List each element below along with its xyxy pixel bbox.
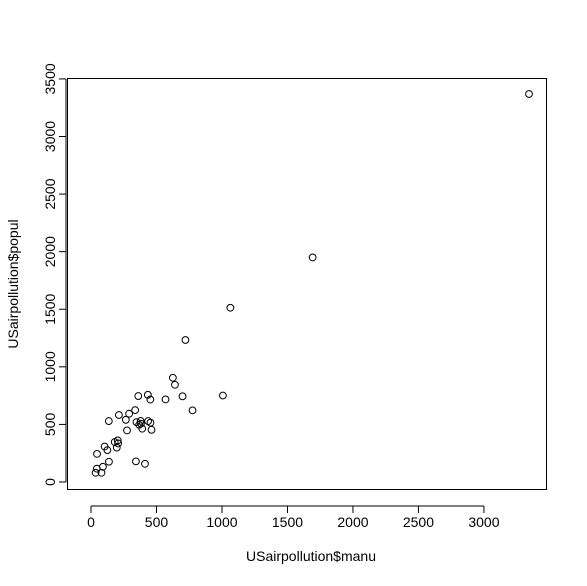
data-point	[141, 459, 149, 468]
data-point	[113, 436, 122, 445]
y-tick-label: 2500	[42, 178, 58, 209]
data-point	[114, 411, 123, 419]
x-tick-label: 2000	[337, 514, 368, 530]
data-point	[147, 425, 156, 434]
x-tick-label: 1500	[272, 514, 303, 530]
y-tick-label: 1500	[42, 293, 58, 324]
y-axis-label: USairpollution$popul	[5, 219, 21, 348]
data-point	[121, 415, 130, 424]
data-point	[136, 416, 145, 425]
data-point	[138, 424, 147, 433]
x-tick-label: 3000	[468, 514, 499, 530]
data-point	[171, 380, 179, 389]
data-point	[134, 392, 143, 400]
data-point	[132, 457, 140, 466]
data-point	[123, 426, 131, 435]
x-tick-label: 0	[87, 514, 95, 530]
data-point	[146, 395, 155, 404]
data-point	[91, 468, 100, 477]
data-point	[143, 390, 152, 399]
y-tick-label: 3500	[42, 63, 58, 94]
data-point	[131, 406, 140, 415]
y-tick-label: 500	[42, 413, 58, 437]
y-axis: 0 500 1000 1500 2000 2500 3000 3500	[42, 63, 67, 486]
data-point	[137, 419, 145, 428]
data-point	[105, 457, 113, 466]
data-point	[308, 253, 317, 262]
data-point	[181, 336, 190, 344]
x-axis-label: USairpollution$manu	[246, 548, 376, 564]
y-tick-label: 2000	[42, 236, 58, 267]
data-point	[188, 406, 197, 415]
data-points	[91, 90, 533, 477]
x-tick-label: 2500	[403, 514, 434, 530]
data-point	[103, 446, 112, 454]
data-point	[525, 90, 533, 98]
data-point	[125, 409, 134, 418]
data-point	[97, 468, 106, 477]
data-point	[218, 391, 227, 400]
data-point	[99, 462, 107, 471]
plot-box	[67, 78, 547, 490]
data-point	[144, 417, 153, 425]
data-point	[178, 392, 187, 401]
data-point	[226, 303, 235, 312]
data-point	[114, 439, 123, 448]
x-tick-label: 1000	[206, 514, 237, 530]
x-axis: 0 500 1000 1500 2000 2500 3000	[87, 505, 500, 530]
data-point	[104, 417, 113, 425]
y-tick-label: 3000	[42, 121, 58, 152]
data-point	[93, 449, 101, 458]
data-point	[168, 373, 177, 382]
y-tick-label: 0	[42, 478, 58, 486]
data-point	[161, 395, 170, 404]
data-point	[146, 418, 155, 427]
data-point	[132, 418, 141, 427]
y-tick-label: 1000	[42, 351, 58, 382]
x-tick-label: 500	[145, 514, 169, 530]
